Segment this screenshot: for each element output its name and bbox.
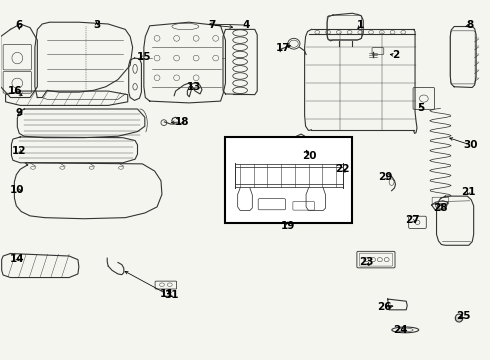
Text: 16: 16 [8, 86, 23, 96]
Text: 1: 1 [357, 21, 364, 31]
Text: 19: 19 [280, 221, 294, 231]
Text: 6: 6 [16, 20, 23, 30]
Text: 27: 27 [405, 215, 419, 225]
Text: 28: 28 [433, 203, 448, 213]
Text: 12: 12 [12, 145, 26, 156]
Text: 31: 31 [164, 290, 178, 300]
Text: 24: 24 [393, 325, 408, 335]
Text: 7: 7 [209, 20, 216, 30]
Text: 21: 21 [462, 187, 476, 197]
Text: 8: 8 [466, 20, 474, 30]
Bar [225, 137, 352, 223]
Text: 9: 9 [16, 108, 23, 118]
Text: 29: 29 [379, 172, 393, 183]
Text: 26: 26 [377, 302, 392, 312]
Text: 23: 23 [359, 257, 373, 267]
Text: 11: 11 [160, 289, 174, 299]
Text: 18: 18 [175, 117, 190, 127]
Text: 17: 17 [276, 43, 291, 53]
Text: 15: 15 [137, 52, 151, 62]
Text: 13: 13 [187, 82, 201, 92]
Text: 22: 22 [335, 163, 349, 174]
Text: 5: 5 [417, 103, 424, 113]
Text: 25: 25 [456, 311, 470, 321]
Text: 20: 20 [302, 151, 317, 161]
Text: 3: 3 [93, 20, 100, 30]
Text: 14: 14 [10, 254, 24, 264]
Text: 30: 30 [463, 140, 477, 150]
Text: 4: 4 [242, 20, 250, 30]
Text: 10: 10 [10, 185, 24, 195]
Text: 2: 2 [392, 50, 399, 60]
